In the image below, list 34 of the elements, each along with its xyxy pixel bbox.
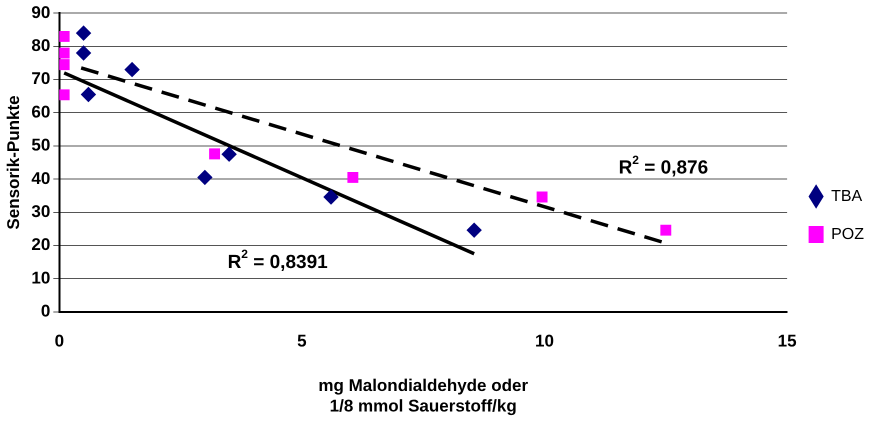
y-tick-label: 30 [31, 202, 50, 221]
point [80, 86, 96, 102]
point [209, 148, 220, 160]
point [59, 89, 70, 100]
y-tick-label: 50 [31, 136, 50, 155]
point [59, 59, 70, 70]
y-tick-label: 40 [31, 168, 50, 188]
y-tick-label: 90 [31, 2, 50, 22]
legend-label: POZ [831, 226, 864, 243]
point [124, 62, 140, 78]
y-tick-label: 10 [31, 268, 50, 288]
point [466, 222, 482, 238]
x-tick-label: 0 [54, 332, 64, 351]
legend-label: TBA [831, 188, 863, 205]
y-tick-label: 0 [40, 301, 50, 320]
y-tick-label: 80 [31, 36, 50, 56]
y-tick-label: 70 [31, 69, 50, 88]
x-axis-title: mg Malondialdehyde oder 1/8 mmol Sauerstoff/kg [318, 376, 528, 416]
point [197, 170, 212, 185]
x-tick-label: 10 [535, 332, 554, 351]
y-axis-title: Sensorik-Punkte [4, 95, 23, 230]
point [324, 190, 339, 205]
point [59, 48, 70, 58]
point [660, 224, 672, 236]
y-tick-label: 20 [31, 235, 50, 254]
x-tick-label: 5 [297, 332, 307, 351]
x-tick-label: 15 [778, 332, 797, 351]
point [59, 30, 70, 42]
point [76, 46, 92, 61]
point [536, 192, 548, 202]
y-tick-label: 60 [31, 102, 50, 122]
point [347, 172, 358, 183]
point [222, 146, 237, 162]
point [76, 26, 92, 41]
